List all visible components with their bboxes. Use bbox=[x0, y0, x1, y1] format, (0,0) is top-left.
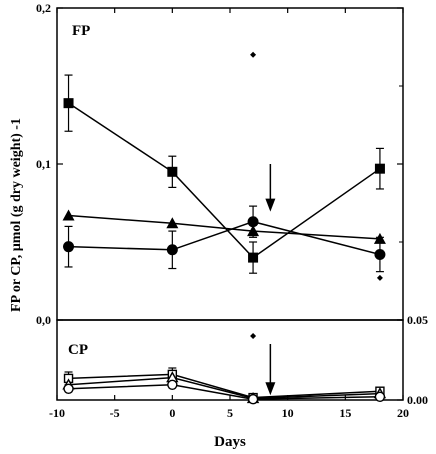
cp-panel-frame bbox=[56, 319, 404, 401]
fp-series-line-square bbox=[68, 102, 381, 259]
fp-y-tick-label: 0,2 bbox=[36, 1, 51, 15]
fp-point-circle bbox=[166, 244, 178, 256]
cp-arrow-head bbox=[265, 382, 276, 396]
fp-arrow-head bbox=[265, 198, 276, 212]
fp-point-square bbox=[167, 166, 178, 177]
fp-panel-frame bbox=[56, 7, 404, 321]
x-tick-label: 5 bbox=[227, 406, 233, 420]
x-tick-label: -5 bbox=[110, 406, 120, 420]
cp-point-open-circle bbox=[63, 383, 74, 394]
x-axis-label: Days bbox=[214, 434, 246, 450]
cp-series-line-open-circle bbox=[68, 384, 380, 400]
fp-point-circle bbox=[374, 248, 386, 260]
cp-series-line-open-square bbox=[68, 373, 380, 399]
x-tick-label: 10 bbox=[282, 406, 294, 420]
fp-y-tick-label: 0,1 bbox=[36, 157, 51, 171]
y-axis-label: FP or CP, µmol (g dry weight) -1 bbox=[9, 118, 24, 312]
fp-point-square bbox=[63, 98, 74, 109]
x-tick-label: 15 bbox=[339, 406, 351, 420]
fp-point-triangle bbox=[166, 217, 179, 229]
cp-point-open-circle bbox=[167, 379, 178, 390]
cp-series-line-open-triangle bbox=[68, 376, 380, 400]
fp-point-diamond bbox=[250, 51, 257, 58]
x-tick-label: 0 bbox=[169, 406, 175, 420]
fp-point-square bbox=[248, 252, 259, 263]
fp-point-circle bbox=[63, 241, 75, 253]
fp-y-tick-label: 0,0 bbox=[36, 313, 51, 327]
fp-panel-label: FP bbox=[72, 23, 90, 39]
fp-point-diamond bbox=[376, 274, 383, 281]
x-tick-label: -10 bbox=[49, 406, 65, 420]
cp-y-tick-label: 0.05 bbox=[407, 313, 428, 327]
cp-point-open-circle bbox=[374, 391, 386, 402]
x-tick-label: 20 bbox=[397, 406, 409, 420]
cp-point-diamond bbox=[250, 333, 257, 339]
cp-y-tick-label: 0.00 bbox=[407, 393, 428, 407]
fp-point-triangle bbox=[62, 209, 75, 221]
cp-point-open-circle bbox=[247, 394, 259, 405]
cp-panel-label: CP bbox=[68, 342, 88, 358]
fp-point-square bbox=[374, 163, 385, 174]
fp-series-line-circle bbox=[68, 220, 381, 256]
fp-point-circle bbox=[247, 216, 259, 228]
fp-series-line-triangle bbox=[68, 214, 380, 240]
